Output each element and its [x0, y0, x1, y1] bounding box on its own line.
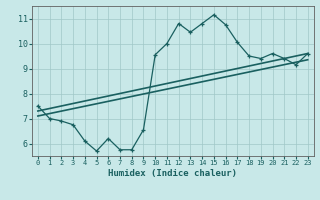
X-axis label: Humidex (Indice chaleur): Humidex (Indice chaleur) [108, 169, 237, 178]
